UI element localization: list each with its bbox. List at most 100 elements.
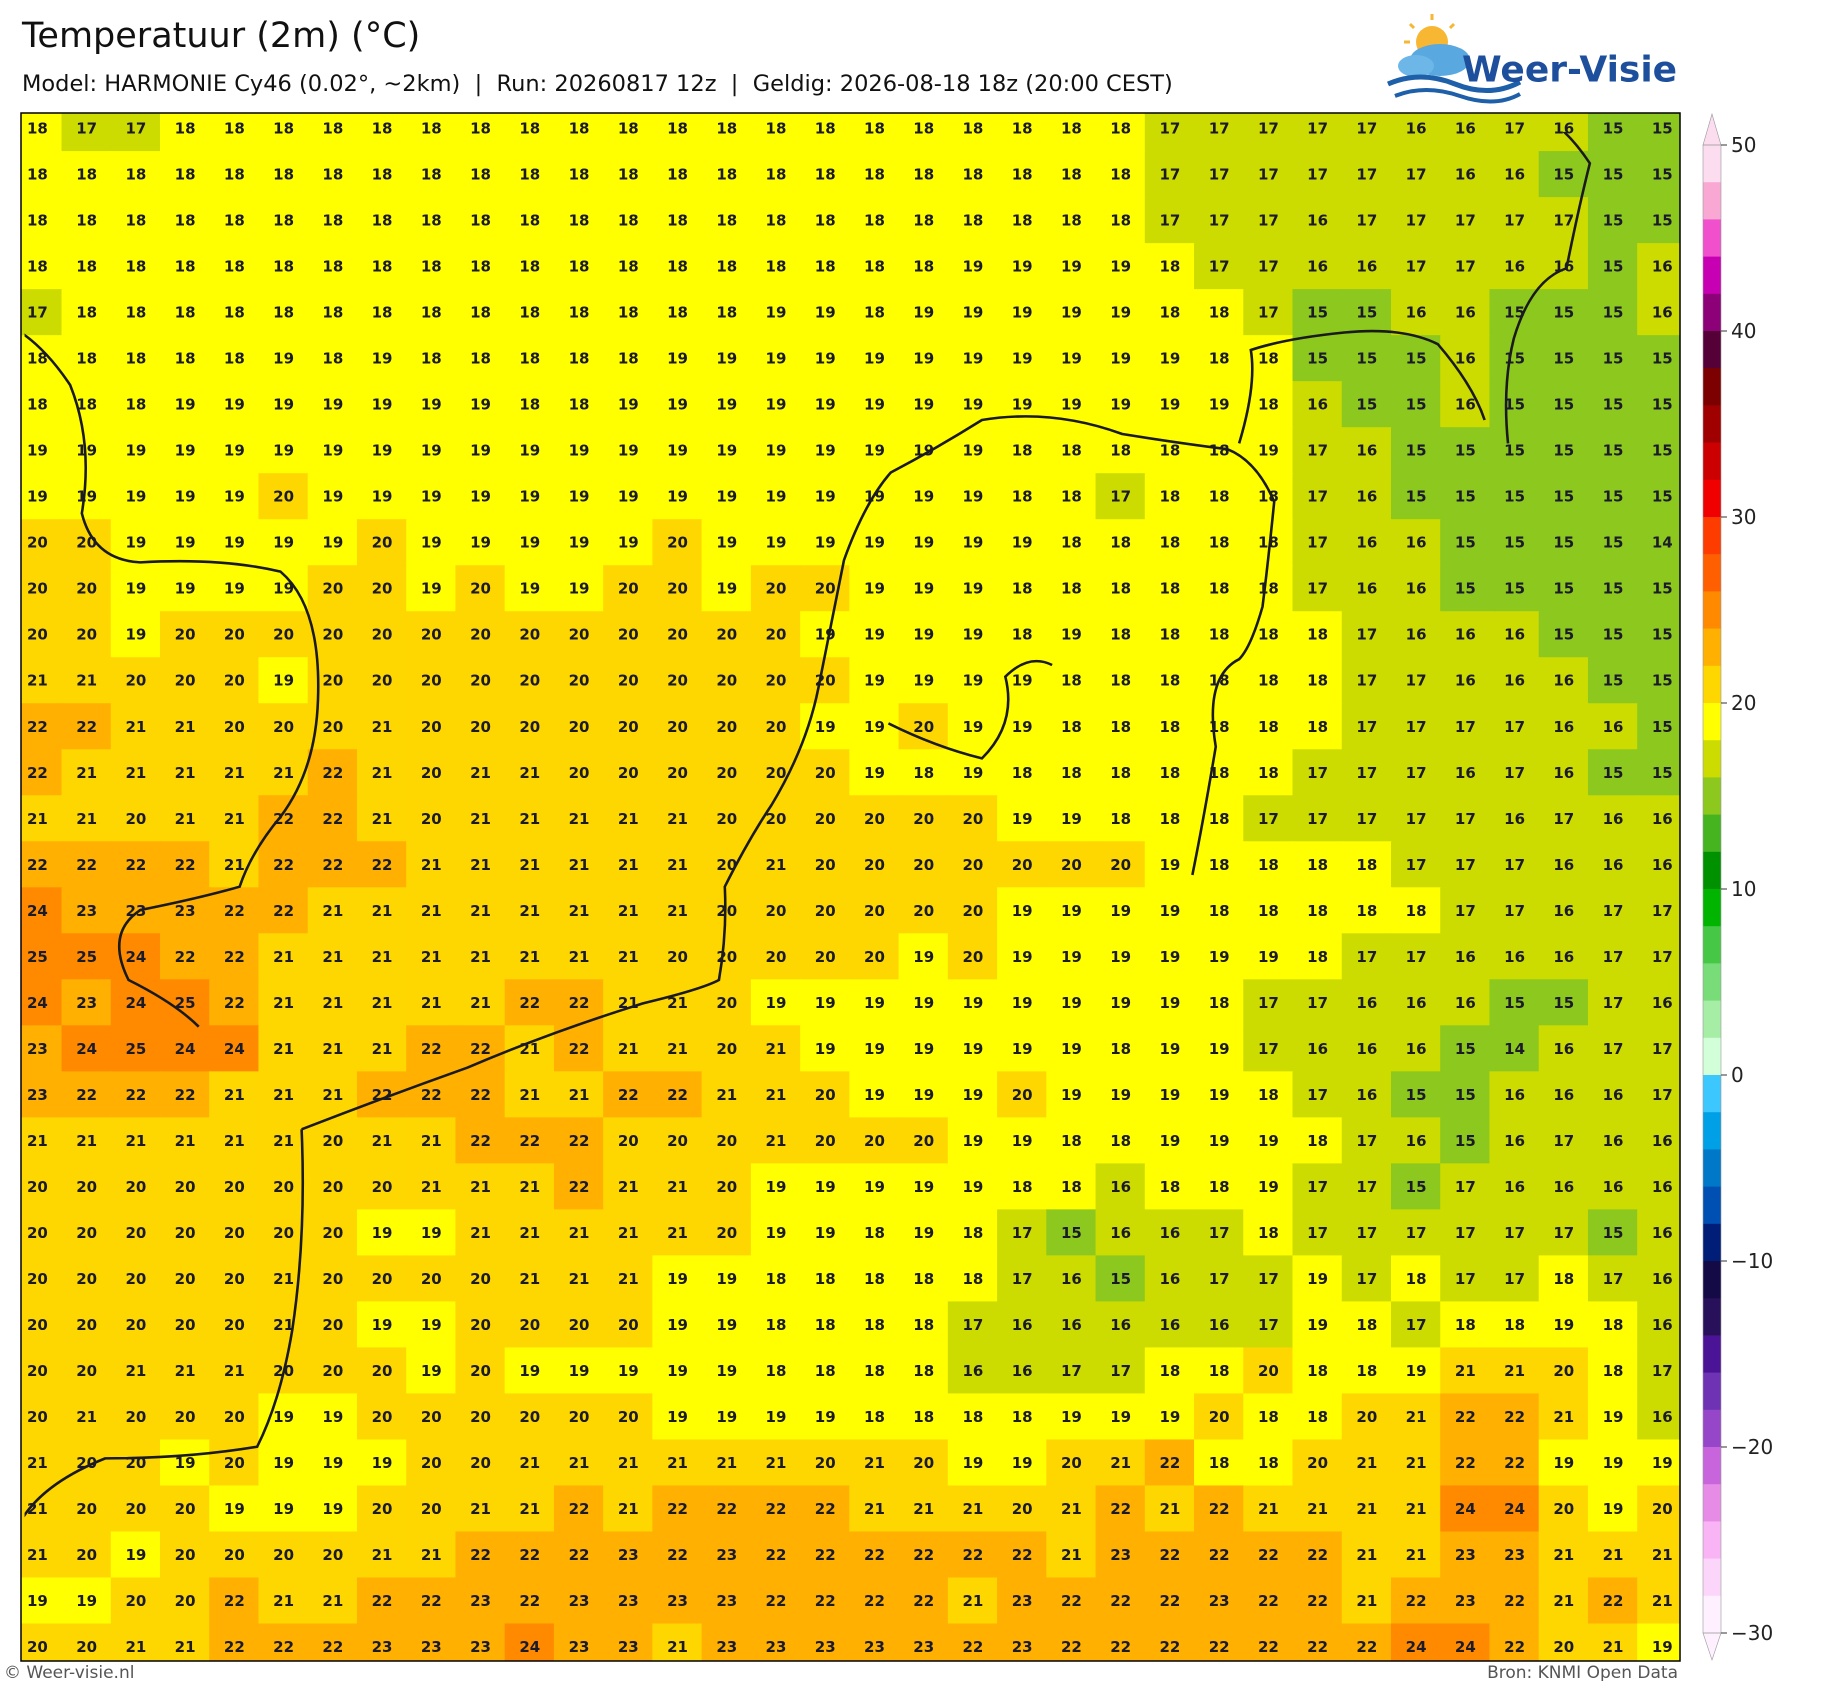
temperature-cell [1194, 1485, 1245, 1533]
temperature-label: 18 [864, 1362, 885, 1380]
temperature-cell [603, 1485, 654, 1533]
temperature-label: 14 [1504, 1040, 1525, 1058]
temperature-cell [1243, 1301, 1294, 1349]
temperature-cell [1144, 243, 1196, 291]
temperature-label: 18 [1258, 1086, 1279, 1104]
temperature-cell [1538, 151, 1589, 199]
temperature-label: 18 [125, 396, 146, 414]
temperature-cell [1243, 151, 1294, 199]
temperature-label: 20 [421, 1270, 442, 1288]
temperature-label: 22 [1307, 1546, 1328, 1564]
temperature-cell [1046, 1485, 1097, 1533]
temperature-cell [209, 381, 260, 429]
temperature-label: 22 [963, 1638, 984, 1656]
temperature-label: 15 [1652, 626, 1673, 644]
temperature-cell [406, 519, 457, 567]
colorbar-segment [1703, 442, 1721, 481]
temperature-label: 20 [519, 672, 540, 690]
temperature-cell [1489, 197, 1540, 245]
temperature-label: 20 [421, 626, 442, 644]
temperature-label: 16 [1553, 856, 1574, 874]
temperature-label: 21 [470, 948, 491, 966]
temperature-cell [1637, 1163, 1680, 1211]
temperature-label: 20 [1307, 1454, 1328, 1472]
temperature-label: 16 [1652, 1408, 1673, 1426]
temperature-label: 18 [470, 166, 491, 184]
temperature-cell [898, 151, 949, 199]
temperature-cell [800, 749, 851, 797]
logo-icon [1386, 14, 1522, 104]
temperature-label: 18 [864, 1316, 885, 1334]
temperature-label: 20 [372, 672, 393, 690]
coastlines [24, 131, 1592, 1518]
temperature-label: 19 [421, 1362, 442, 1380]
temperature-label: 15 [1553, 166, 1574, 184]
temperature-label: 21 [618, 1454, 639, 1472]
temperature-cell [898, 933, 949, 981]
colorbar-label: −20 [1731, 1435, 1773, 1459]
temperature-cell [1243, 795, 1294, 843]
temperature-label: 21 [470, 764, 491, 782]
temperature-cell [1046, 1025, 1097, 1073]
colorbar-label: 20 [1731, 691, 1756, 715]
temperature-label: 22 [1258, 1638, 1279, 1656]
temperature-cell [21, 1531, 63, 1579]
temperature-cell [455, 1025, 506, 1073]
temperature-label: 19 [766, 994, 787, 1012]
temperature-cell [800, 289, 851, 337]
temperature-cell [701, 979, 752, 1027]
temperature-cell [1390, 519, 1442, 567]
temperature-cell [1194, 519, 1245, 567]
temperature-cell [603, 1301, 654, 1349]
temperature-label: 22 [421, 1040, 442, 1058]
temperature-label: 17 [1406, 948, 1427, 966]
temperature-cell [209, 113, 260, 153]
temperature-label: 21 [175, 718, 196, 736]
temperature-cell [1194, 151, 1245, 199]
temperature-label: 20 [421, 718, 442, 736]
temperature-label: 21 [273, 1270, 294, 1288]
temperature-label: 19 [1603, 1408, 1624, 1426]
temperature-label: 18 [1110, 212, 1131, 230]
temperature-label: 20 [27, 1178, 48, 1196]
temperature-label: 18 [864, 166, 885, 184]
temperature-cell [1637, 1347, 1680, 1395]
temperature-cell [701, 1301, 752, 1349]
temperature-cell [1538, 1347, 1589, 1395]
temperature-cell [652, 1163, 703, 1211]
temperature-label: 23 [27, 1086, 48, 1104]
temperature-label: 20 [913, 810, 934, 828]
temperature-label: 19 [1258, 442, 1279, 460]
temperature-cell [1390, 1531, 1442, 1579]
temperature-label: 18 [1258, 672, 1279, 690]
temperature-cell [652, 979, 703, 1027]
temperature-label: 18 [1159, 488, 1180, 506]
temperature-label: 19 [913, 1178, 934, 1196]
temperature-cell [1144, 841, 1196, 889]
temperature-label: 21 [421, 948, 442, 966]
temperature-label: 18 [1258, 626, 1279, 644]
temperature-label: 17 [1307, 1086, 1328, 1104]
temperature-cell [800, 1163, 851, 1211]
temperature-cell [61, 795, 112, 843]
temperature-cell [652, 1439, 703, 1487]
temperature-label: 19 [963, 1040, 984, 1058]
temperature-cell [1440, 1117, 1491, 1165]
temperature-label: 19 [1209, 1040, 1230, 1058]
temperature-cell [307, 473, 358, 521]
temperature-cell [159, 335, 211, 383]
temperature-label: 19 [618, 1362, 639, 1380]
temperature-cell [1292, 473, 1343, 521]
temperature-label: 17 [1061, 1362, 1082, 1380]
temperature-label: 20 [27, 1270, 48, 1288]
temperature-cell [849, 703, 900, 751]
temperature-cell [1587, 1347, 1639, 1395]
temperature-label: 21 [175, 810, 196, 828]
temperature-label: 18 [1258, 350, 1279, 368]
temperature-cell [1538, 1623, 1589, 1661]
temperature-cell [1292, 519, 1343, 567]
temperature-label: 18 [913, 212, 934, 230]
temperature-cell [1144, 335, 1196, 383]
temperature-cell [504, 1485, 555, 1533]
temperature-cell [455, 289, 506, 337]
